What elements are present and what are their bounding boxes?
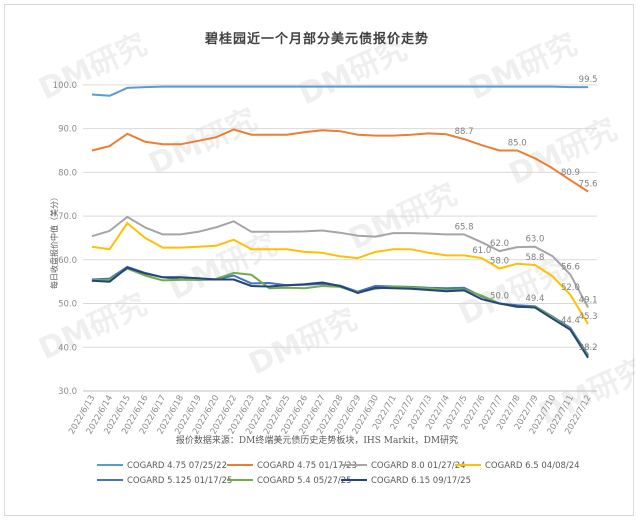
- data-label-4-2: 44.4: [561, 316, 580, 326]
- data-labels: 99.5 88.7 85.0 80.9 75.6 65.8 62.0 63.0 56.6 49.1…: [455, 75, 598, 353]
- data-label-0-0: 99.5: [579, 75, 598, 85]
- y-tick-label-4: 70.0: [58, 212, 77, 222]
- data-label-3-0: 61.0: [472, 246, 491, 256]
- chart-title: 碧桂园近一个月部分美元债报价走势: [204, 31, 429, 47]
- y-tick-label-0: 30.0: [58, 387, 77, 397]
- series-line-1: [91, 128, 589, 193]
- series-line-3: [91, 222, 589, 325]
- y-tick-label-5: 80.0: [58, 168, 77, 178]
- data-label-1-1: 85.0: [508, 138, 527, 148]
- gridlines: [83, 84, 597, 392]
- data-label-1-3: 75.6: [579, 180, 598, 190]
- series-line-0: [91, 85, 589, 97]
- watermark-text-10: DM研究: [534, 352, 635, 432]
- watermark-text-3: DM研究: [464, 27, 583, 107]
- legend-label-2: COGARD 8.0 01/27/24: [371, 461, 466, 471]
- y-tick-label-2: 50.0: [58, 300, 77, 310]
- data-label-3-4: 45.3: [579, 312, 598, 322]
- legend-label-3: COGARD 6.5 04/08/24: [485, 461, 580, 471]
- y-tick-label-6: 90.0: [58, 125, 77, 135]
- y-axis-label: 每日收盘报价中值（美分）: [49, 193, 59, 289]
- watermark-text-5: DM研究: [344, 177, 463, 257]
- data-label-1-0: 88.7: [455, 127, 474, 137]
- legend-label-6: COGARD 6.15 09/17/25: [371, 476, 471, 486]
- data-label-3-3: 52.0: [561, 283, 580, 293]
- legend-label-1: COGARD 4.75 01/17/23: [257, 461, 357, 471]
- legend-label-0: COGARD 4.75 07/25/22: [127, 461, 227, 471]
- data-label-3-2: 58.8: [525, 253, 544, 263]
- data-label-2-3: 56.6: [561, 263, 580, 273]
- series-lines: [91, 85, 589, 359]
- watermark-text-7: DM研究: [34, 287, 153, 367]
- source-note: 报价数据来源：DM终端美元债历史走势板块，IHS Markit，DM研究: [176, 434, 458, 446]
- watermark-text-4: DM研究: [164, 227, 283, 307]
- legend: COGARD 4.75 07/25/22 COGARD 4.75 01/17/23…: [97, 461, 580, 486]
- legend-label-4: COGARD 5.125 01/17/25: [127, 476, 232, 486]
- series-line-6: [91, 266, 589, 359]
- data-label-2-0: 65.8: [455, 222, 474, 232]
- data-label-2-2: 63.0: [525, 235, 544, 245]
- y-tick-label-3: 60.0: [58, 256, 77, 266]
- series-line-2: [91, 215, 589, 308]
- data-label-3-1: 58.0: [490, 257, 509, 267]
- watermark-text-1: DM研究: [144, 102, 263, 182]
- data-label-2-4: 49.1: [579, 295, 598, 305]
- watermark-text-9: DM研究: [244, 302, 363, 382]
- y-tick-label-7: 100.0: [53, 81, 77, 91]
- data-label-1-2: 80.9: [561, 168, 580, 178]
- chart-frame: DM研究 DM研究 DM研究 DM研究 DM研究 DM研究 DM研究 DM研究 DM研究 DM研究…: [4, 4, 635, 516]
- legend-label-5: COGARD 5.4 05/27/25: [257, 476, 352, 486]
- data-label-4-3: 38.2: [579, 343, 598, 353]
- data-label-4-1: 49.4: [525, 294, 544, 304]
- y-tick-label-1: 40.0: [58, 343, 77, 353]
- y-axis-ticks: 30.0 40.0 50.0 60.0 70.0 80.0 90.0 100.0: [53, 81, 77, 397]
- data-label-4-0: 50.0: [490, 292, 509, 302]
- x-axis-ticks: 2022/6/132022/6/142022/6/152022/6/162022…: [67, 393, 594, 436]
- data-label-2-1: 62.0: [490, 239, 509, 249]
